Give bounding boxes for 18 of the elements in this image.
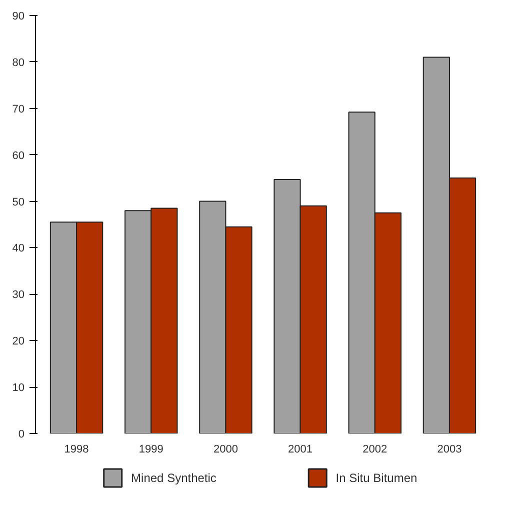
x-tick-label: 2003 xyxy=(437,444,462,456)
y-tick-label: 50 xyxy=(12,196,25,208)
y-tick-label: 20 xyxy=(12,336,25,348)
x-tick-label: 2000 xyxy=(213,444,238,456)
x-tick-label: 1998 xyxy=(64,444,89,456)
y-tick-label: 70 xyxy=(12,103,25,116)
x-tick-label: 2002 xyxy=(362,444,388,456)
x-tick-label: 1999 xyxy=(138,444,164,456)
y-tick-label: 40 xyxy=(12,242,25,255)
legend-label: In Situ Bitumen xyxy=(336,471,418,485)
y-tick-label: 10 xyxy=(12,382,25,394)
legend-label: Mined Synthetic xyxy=(131,471,216,485)
y-tick-label: 60 xyxy=(12,150,25,162)
y-tick-label: 30 xyxy=(12,289,25,302)
y-tick-label: 80 xyxy=(12,56,25,69)
y-tick-label: 90 xyxy=(12,10,25,22)
y-tick-label: 0 xyxy=(18,428,25,440)
x-tick-label: 2001 xyxy=(288,444,313,456)
